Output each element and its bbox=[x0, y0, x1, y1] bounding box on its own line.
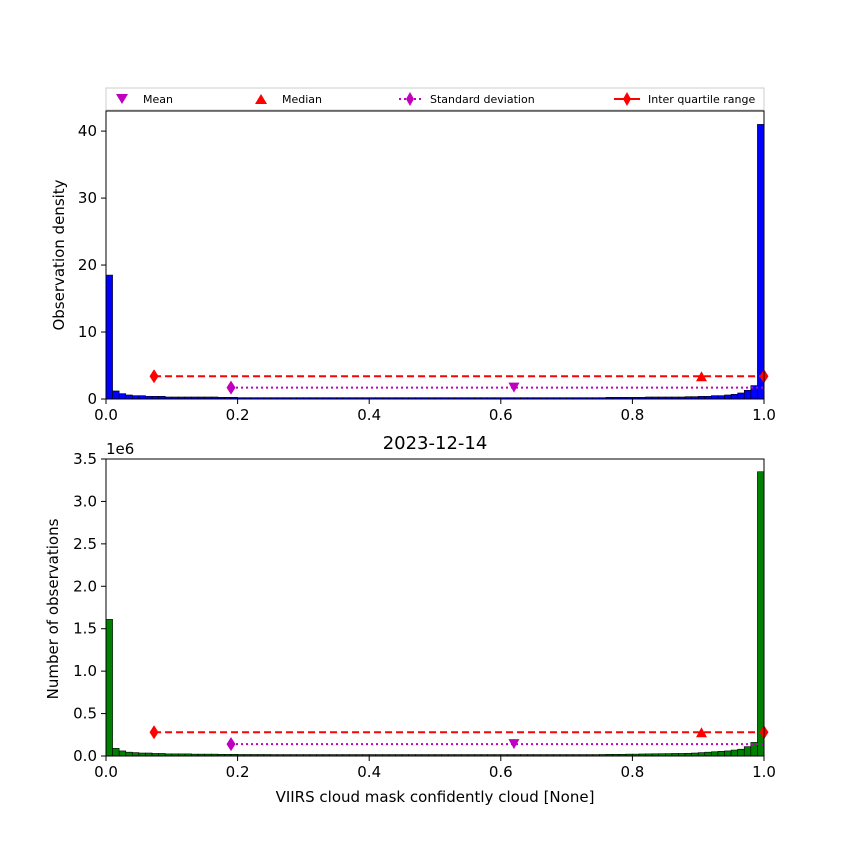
iqr-start-marker bbox=[149, 369, 159, 384]
y-tick-label: 2.5 bbox=[73, 535, 97, 553]
legend-label-median: Median bbox=[282, 93, 322, 106]
top-y-ticks: 0 10 20 30 40 bbox=[78, 122, 106, 408]
y-tick-label: 3.5 bbox=[73, 450, 97, 468]
legend-label-std: Standard deviation bbox=[430, 93, 535, 106]
std-start-marker bbox=[226, 380, 236, 395]
iqr-marker-icon bbox=[623, 92, 631, 106]
histogram-bar bbox=[704, 751, 712, 757]
histogram-bar bbox=[737, 392, 745, 400]
histogram-bar bbox=[724, 750, 732, 757]
bottom-x-ticks: 0.0 0.2 0.4 0.6 0.8 1.0 bbox=[94, 756, 776, 781]
legend-label-iqr: Inter quartile range bbox=[648, 93, 755, 106]
histogram-bar bbox=[717, 395, 725, 400]
bottom-axes-frame bbox=[105, 458, 765, 757]
std-start-marker bbox=[226, 737, 236, 752]
x-tick-label: 0.0 bbox=[94, 406, 118, 424]
top-y-axis-label: Observation density bbox=[50, 179, 68, 330]
legend-label-mean: Mean bbox=[143, 93, 173, 106]
x-tick-label: 1.0 bbox=[752, 763, 776, 781]
histogram-bar bbox=[724, 394, 732, 400]
histogram-bar bbox=[743, 389, 752, 400]
histogram-bar bbox=[697, 752, 706, 757]
histogram-bar bbox=[757, 471, 765, 757]
histogram-bar bbox=[711, 751, 719, 757]
median-marker bbox=[695, 727, 707, 738]
histogram-bar bbox=[730, 749, 738, 757]
histogram-bar bbox=[743, 746, 752, 757]
y-tick-label: 20 bbox=[78, 256, 97, 274]
y-tick-label: 30 bbox=[78, 189, 97, 207]
x-tick-label: 0.4 bbox=[357, 763, 381, 781]
median-marker bbox=[695, 371, 707, 382]
histogram-bar bbox=[125, 394, 133, 400]
bottom-y-offset-label: 1e6 bbox=[106, 440, 134, 458]
x-tick-label: 0.6 bbox=[489, 406, 513, 424]
top-x-ticks: 0.0 0.2 0.4 0.6 0.8 1.0 bbox=[94, 399, 776, 424]
histogram-bar bbox=[112, 748, 120, 757]
iqr-start-marker bbox=[149, 725, 159, 740]
y-tick-label: 0.0 bbox=[73, 747, 97, 765]
histogram-bar bbox=[730, 394, 738, 400]
legend-entry-median: Median bbox=[255, 93, 322, 106]
histogram-bar bbox=[132, 395, 140, 400]
legend-entry-mean: Mean bbox=[116, 93, 173, 106]
y-tick-label: 1.5 bbox=[73, 620, 97, 638]
histogram-bar bbox=[757, 124, 765, 400]
legend-frame bbox=[105, 87, 765, 111]
bottom-y-axis-label: Number of observations bbox=[44, 518, 62, 699]
histogram-bar bbox=[105, 619, 113, 757]
std-marker-icon bbox=[406, 92, 414, 106]
histogram-bar bbox=[717, 751, 725, 757]
mean-marker bbox=[508, 382, 520, 393]
x-tick-label: 1.0 bbox=[752, 406, 776, 424]
y-tick-label: 0 bbox=[87, 390, 97, 408]
x-tick-label: 0.0 bbox=[94, 763, 118, 781]
mean-marker bbox=[508, 739, 520, 750]
bottom-x-axis-label: VIIRS cloud mask confidently cloud [None… bbox=[276, 788, 595, 806]
histogram-bar bbox=[737, 748, 745, 757]
histogram-bar bbox=[118, 750, 127, 757]
histogram-bar bbox=[112, 390, 120, 400]
histogram-bar bbox=[125, 751, 133, 757]
x-tick-label: 0.8 bbox=[620, 406, 644, 424]
x-tick-label: 0.2 bbox=[226, 406, 250, 424]
bottom-panel: 2023-12-14 1e6 0.0 0.2 0.4 0.6 0.8 1.0 0.0 0.5… bbox=[44, 433, 776, 806]
bottom-stats bbox=[149, 725, 769, 752]
legend-entry-iqr: Inter quartile range bbox=[614, 92, 755, 106]
y-tick-label: 40 bbox=[78, 122, 97, 140]
y-tick-label: 2.0 bbox=[73, 577, 97, 595]
y-tick-label: 3.0 bbox=[73, 492, 97, 510]
y-tick-label: 1.0 bbox=[73, 662, 97, 680]
x-tick-label: 0.6 bbox=[489, 763, 513, 781]
legend: Mean Median Standard deviation Inter qua… bbox=[105, 87, 765, 111]
top-axes-frame bbox=[105, 110, 765, 400]
bottom-y-ticks: 0.0 0.5 1.0 1.5 2.0 2.5 3.0 3.5 bbox=[73, 450, 106, 765]
histogram-bar bbox=[711, 395, 719, 400]
y-tick-label: 10 bbox=[78, 323, 97, 341]
x-tick-label: 0.4 bbox=[357, 406, 381, 424]
x-tick-label: 0.2 bbox=[226, 763, 250, 781]
top-panel: 0.0 0.2 0.4 0.6 0.8 1.0 0 10 20 30 40 Observation… bbox=[50, 110, 776, 424]
histogram-bar bbox=[132, 752, 140, 757]
legend-entry-std: Standard deviation bbox=[399, 92, 535, 106]
x-tick-label: 0.8 bbox=[620, 763, 644, 781]
bottom-title: 2023-12-14 bbox=[383, 433, 488, 454]
y-tick-label: 0.5 bbox=[73, 705, 97, 723]
histogram-bar bbox=[118, 393, 127, 400]
mean-marker-icon bbox=[116, 94, 128, 104]
histogram-bar bbox=[138, 395, 146, 400]
histogram-bar bbox=[105, 274, 113, 400]
median-marker-icon bbox=[255, 94, 267, 104]
